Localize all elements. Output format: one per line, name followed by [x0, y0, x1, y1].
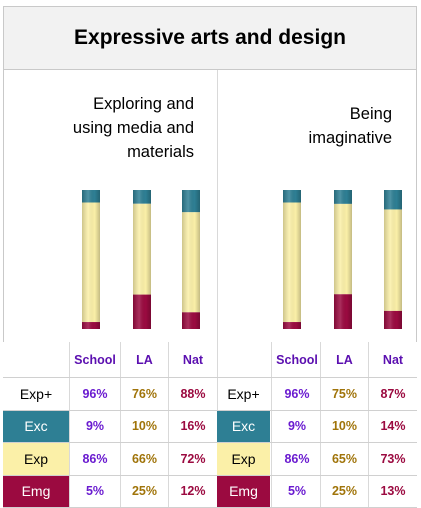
row-label-right-exp: Exp	[217, 443, 270, 475]
cell-right-exc-2: 14%	[368, 410, 417, 442]
row-label-right-exc: Exc	[217, 410, 270, 442]
table-rule	[3, 475, 417, 476]
row-label-left-exp: Exp	[3, 443, 69, 475]
cell-left-emg-0: 5%	[69, 475, 120, 507]
cell-right-exc-0: 9%	[271, 410, 322, 442]
bar-shade-0-1	[133, 190, 151, 329]
cell-left-exp-plus-2: 88%	[168, 378, 217, 410]
cell-left-exc-1: 10%	[120, 410, 168, 442]
bar-shade-0-2	[182, 190, 200, 329]
cell-left-exp-1: 66%	[120, 443, 168, 475]
header-right-nat: Nat	[368, 342, 417, 377]
cell-right-emg-2: 13%	[368, 475, 417, 507]
cell-left-exp-0: 86%	[69, 443, 120, 475]
panels-area	[3, 70, 417, 342]
bar-shade-1-2	[384, 190, 402, 329]
row-label-left-exc: Exc	[3, 410, 69, 442]
cell-right-exc-1: 10%	[320, 410, 368, 442]
cell-right-exp-0: 86%	[271, 443, 322, 475]
row-label-right-exp-plus: Exp+	[227, 385, 260, 402]
cell-left-exp-2: 72%	[168, 443, 217, 475]
header-left-nat: Nat	[168, 342, 217, 377]
header-right-school: School	[271, 342, 322, 377]
cell-right-exp-plus-0: 96%	[271, 378, 322, 410]
cell-left-exc-0: 9%	[69, 410, 120, 442]
cell-left-emg-1: 25%	[120, 475, 168, 507]
table-rule	[3, 442, 417, 443]
table-rule	[3, 377, 417, 378]
cell-right-exp-2: 73%	[368, 443, 417, 475]
chart-title: Expressive arts and design	[3, 6, 417, 70]
table-rule	[3, 410, 417, 411]
cell-right-emg-1: 25%	[320, 475, 368, 507]
panel-divider	[217, 70, 218, 506]
cell-left-emg-2: 12%	[168, 475, 217, 507]
bar-shade-0-0	[82, 190, 100, 329]
cell-right-exp-plus-1: 75%	[320, 378, 368, 410]
row-label-left-exp-plus: Exp+	[19, 385, 53, 402]
header-left-la: LA	[120, 342, 168, 377]
cell-left-exp-plus-0: 96%	[69, 378, 120, 410]
cell-right-exp-1: 65%	[320, 443, 368, 475]
cell-right-exp-plus-2: 87%	[368, 378, 417, 410]
bar-shade-1-1	[334, 190, 352, 329]
cell-right-emg-0: 5%	[271, 475, 322, 507]
panel-title-being-imaginative: Being imaginative	[308, 105, 392, 147]
cell-left-exp-plus-1: 76%	[120, 378, 168, 410]
header-left-school: School	[69, 342, 120, 377]
row-label-right-emg: Emg	[217, 475, 270, 507]
header-right-la: LA	[320, 342, 368, 377]
panel-title-exploring: Exploring and using media and materials	[72, 95, 194, 161]
row-label-left-emg: Emg	[3, 475, 69, 507]
cell-left-exc-2: 16%	[168, 410, 217, 442]
bar-shade-1-0	[283, 190, 301, 329]
